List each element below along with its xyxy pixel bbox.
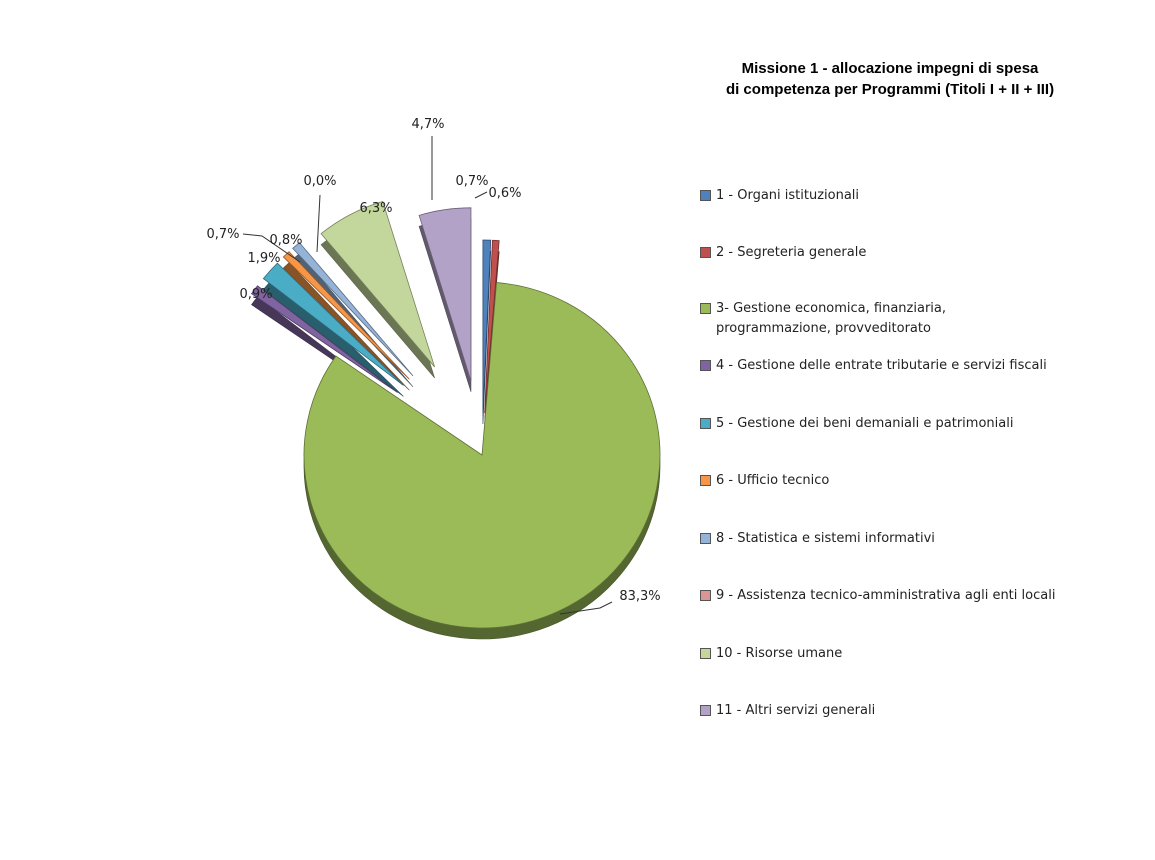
- chart-title: Missione 1 - allocazione impegni di spes…: [655, 58, 1125, 100]
- legend-label-1: 1 - Organi istituzionali: [716, 188, 860, 203]
- legend-item-8: 9 - Assistenza tecnico-amministrativa ag…: [700, 586, 1140, 606]
- legend-swatch-10: [700, 705, 711, 716]
- legend-swatch-5: [700, 418, 711, 429]
- legend-swatch-2: [700, 247, 711, 258]
- legend-label-5: 5 - Gestione dei beni demaniali e patrim…: [716, 416, 1014, 431]
- chart-title-line-1: Missione 1 - allocazione impegni di spes…: [741, 60, 1039, 77]
- pie-slice-7: [292, 242, 414, 377]
- legend-item-5: 5 - Gestione dei beni demaniali e patrim…: [700, 414, 1140, 434]
- leader-line-2: [474, 191, 488, 199]
- legend-swatch-4: [700, 360, 711, 371]
- pie-slice-3: [303, 282, 661, 629]
- legend-label-2: 2 - Segreteria generale: [716, 245, 867, 260]
- legend-item-4: 4 - Gestione delle entrate tributarie e …: [700, 356, 1140, 376]
- legend-swatch-3: [700, 303, 711, 314]
- data-label-8: 0,0%: [303, 174, 336, 189]
- legend-item-3: 3- Gestione economica, finanziaria, prog…: [700, 299, 1140, 339]
- pie-slice-1: [482, 239, 492, 414]
- chart-title-line-2: di competenza per Programmi (Titoli I + …: [725, 81, 1055, 98]
- data-label-2: 0,6%: [488, 186, 521, 201]
- legend-item-9: 10 - Risorse umane: [700, 644, 1140, 664]
- legend-item-2: 2 - Segreteria generale: [700, 243, 1140, 263]
- pie-slice-4: [250, 285, 398, 393]
- pie-slice-5: [262, 262, 404, 386]
- legend-swatch-8: [700, 590, 711, 601]
- legend-item-7: 8 - Statistica e sistemi informativi: [700, 529, 1140, 549]
- legend-label-3: 3- Gestione economica, finanziaria, prog…: [716, 301, 947, 336]
- pie-slice-6: [282, 251, 410, 380]
- data-label-5: 1,9%: [247, 251, 280, 266]
- legend-label-10: 11 - Altri servizi generali: [716, 703, 876, 718]
- legend-swatch-6: [700, 475, 711, 486]
- pie-slice-9: [320, 200, 435, 368]
- data-label-7: 0,8%: [269, 233, 302, 248]
- pie-slice-10: [418, 207, 472, 381]
- legend-label-8: 9 - Assistenza tecnico-amministrativa ag…: [716, 588, 1056, 603]
- leader-line-3: [559, 601, 613, 615]
- legend-label-9: 10 - Risorse umane: [716, 646, 843, 661]
- legend-label-4: 4 - Gestione delle entrate tributarie e …: [716, 358, 1047, 373]
- leader-line-8: [316, 194, 321, 253]
- legend-label-6: 6 - Ufficio tecnico: [716, 473, 830, 488]
- data-label-6: 0,7%: [206, 227, 239, 242]
- legend-swatch-9: [700, 648, 711, 659]
- data-label-4: 0,9%: [239, 287, 272, 302]
- legend-item-1: 1 - Organi istituzionali: [700, 186, 1140, 206]
- data-label-1: 0,7%: [455, 174, 488, 189]
- data-label-10: 4,7%: [411, 117, 444, 132]
- legend-label-7: 8 - Statistica e sistemi informativi: [716, 531, 935, 546]
- data-label-3: 83,3%: [619, 589, 660, 604]
- legend-swatch-1: [700, 190, 711, 201]
- legend-swatch-7: [700, 533, 711, 544]
- pie-slice-2: [484, 239, 500, 414]
- leader-line-6: [242, 233, 301, 263]
- legend-item-10: 11 - Altri servizi generali: [700, 701, 1140, 721]
- legend-item-6: 6 - Ufficio tecnico: [700, 471, 1140, 491]
- data-label-9: 6,3%: [359, 201, 392, 216]
